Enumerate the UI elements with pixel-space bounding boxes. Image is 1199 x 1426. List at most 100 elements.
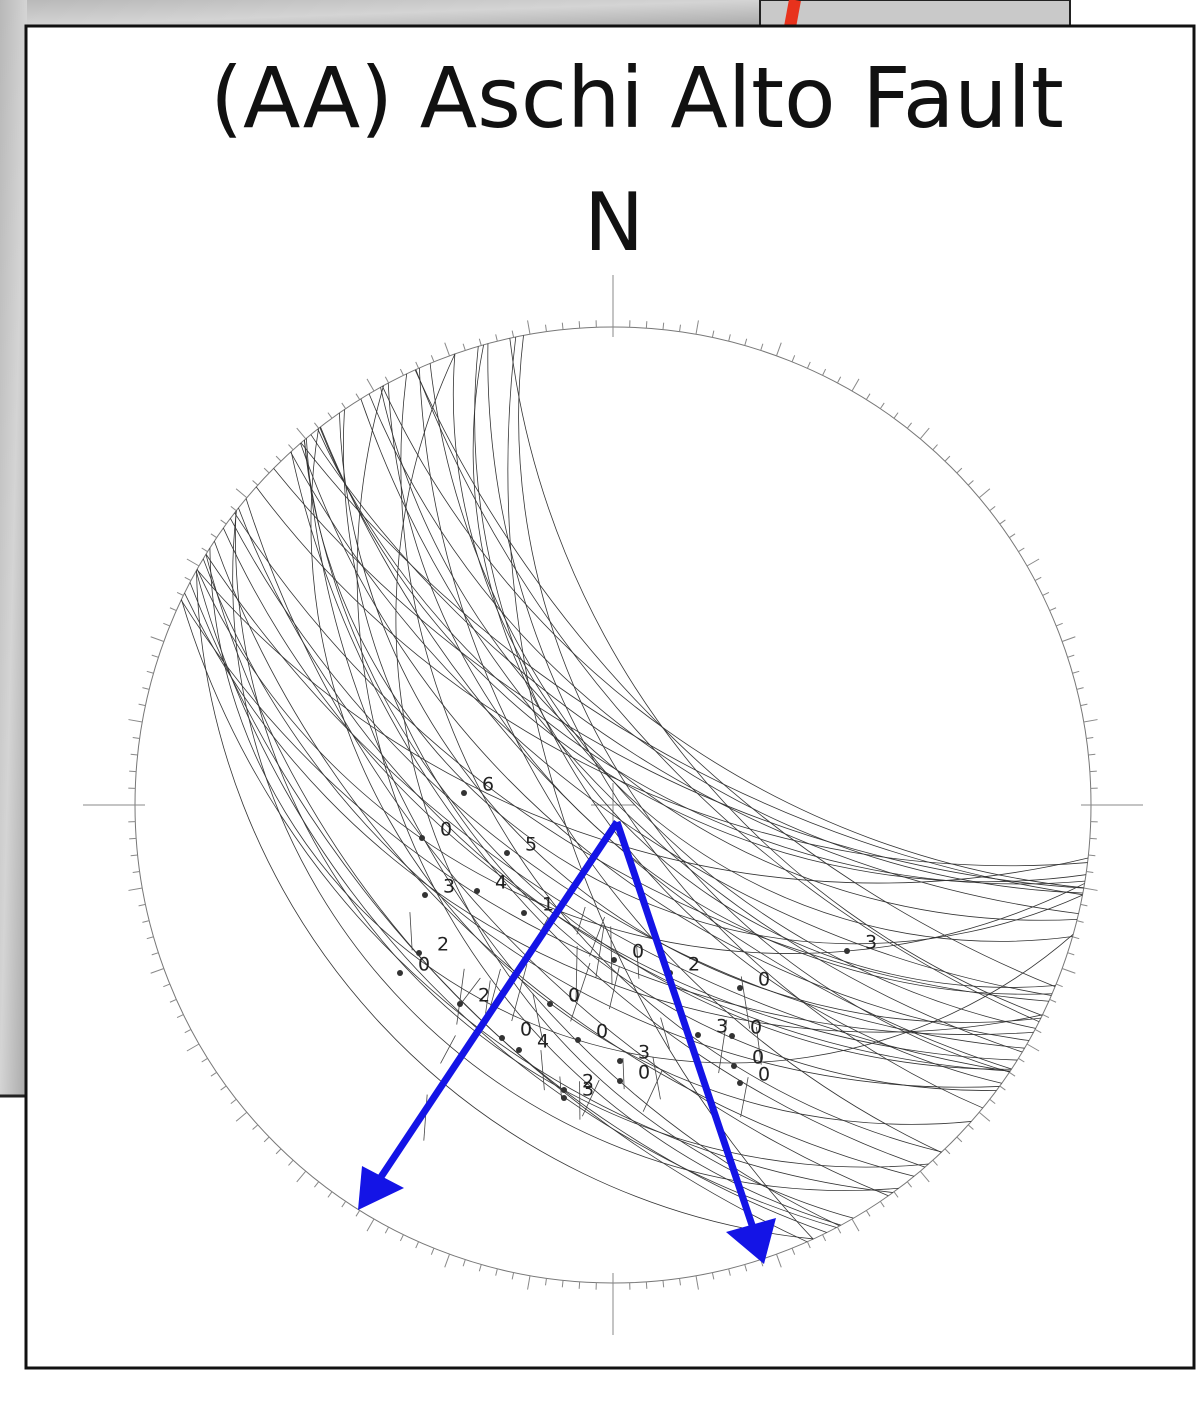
arrows [358, 820, 776, 1264]
great-circle [415, 369, 1040, 1023]
tick [495, 1268, 498, 1276]
striation [718, 1019, 728, 1074]
pole [561, 1087, 567, 1093]
great-circle [290, 451, 926, 1168]
great-circle [400, 373, 942, 1153]
tick [851, 378, 860, 392]
tick [275, 455, 282, 462]
pole [416, 950, 422, 956]
tick [728, 334, 731, 342]
tick [288, 1159, 294, 1166]
tick [355, 1210, 361, 1217]
tick [806, 1241, 811, 1249]
tick [151, 952, 159, 956]
tick [176, 1014, 184, 1019]
tick [744, 338, 748, 346]
striation [460, 977, 481, 1004]
tick [893, 412, 899, 419]
tick [1088, 854, 1096, 857]
pole [575, 1037, 581, 1043]
tick [366, 378, 375, 392]
pole-label: 0 [750, 1017, 762, 1039]
tick [760, 343, 764, 351]
striation [409, 912, 413, 951]
tick [1056, 983, 1063, 988]
pole-label: 5 [525, 834, 537, 856]
tick [138, 903, 146, 907]
tick [695, 1275, 699, 1290]
tick [1072, 670, 1080, 674]
great-circle [205, 554, 827, 1233]
arrow [613, 820, 761, 1242]
great-circle [356, 385, 842, 1226]
tick [851, 1218, 860, 1232]
tick [822, 1234, 827, 1242]
pole-label: 2 [582, 1071, 594, 1093]
north-label: N [584, 176, 644, 269]
tick [1026, 1043, 1040, 1052]
tick [879, 1201, 885, 1208]
tick [1034, 576, 1042, 582]
tick [1026, 558, 1040, 567]
striation [636, 946, 640, 979]
tick [906, 422, 912, 429]
striation [559, 1076, 562, 1099]
tick [495, 334, 498, 342]
great-circle [414, 369, 1056, 988]
pole [617, 1058, 623, 1064]
tick [1062, 968, 1076, 974]
tick [662, 322, 665, 330]
map-inset [759, 0, 1071, 28]
tick [263, 1136, 270, 1143]
tick [150, 636, 164, 642]
great-circle [320, 426, 1012, 1070]
tick [275, 1148, 282, 1155]
pole-label: 6 [482, 774, 494, 796]
pole-label: 0 [752, 1047, 764, 1069]
great-circle [180, 599, 1034, 1035]
great-circle [223, 527, 1018, 1061]
pole-label: 0 [758, 1064, 770, 1086]
great-circle [368, 393, 1083, 894]
pole [516, 1047, 522, 1053]
tick [327, 412, 333, 419]
tick [288, 444, 294, 451]
tick [235, 488, 248, 499]
tick [327, 1191, 333, 1198]
tick [341, 402, 347, 409]
striation [456, 968, 465, 1025]
pole [461, 790, 467, 796]
tick [230, 506, 237, 512]
tick [1049, 998, 1057, 1003]
tick [430, 1248, 435, 1255]
great-circle [518, 335, 1010, 1073]
great-circle [245, 498, 889, 1197]
tick [695, 320, 699, 335]
tick [967, 480, 974, 486]
tick [201, 1057, 208, 1063]
tick [399, 1234, 404, 1242]
tick [252, 480, 259, 486]
tick [184, 576, 192, 582]
tick [263, 467, 270, 474]
striation [440, 1035, 456, 1064]
pole-label: 0 [520, 1019, 532, 1041]
tick [210, 533, 217, 539]
pole [731, 1063, 737, 1069]
tick [999, 519, 1006, 525]
tick [679, 324, 681, 332]
tick [511, 1272, 515, 1280]
tick [252, 1124, 259, 1130]
tick [399, 368, 404, 376]
tick [235, 1111, 248, 1122]
pole [547, 1001, 553, 1007]
pole [695, 1032, 701, 1038]
great-circle [235, 511, 929, 1168]
tick [545, 324, 547, 332]
pole [397, 970, 403, 976]
tick [879, 402, 885, 409]
pole-label: 0 [418, 954, 430, 976]
great-circle [202, 558, 1000, 1088]
striation [642, 1070, 663, 1112]
great-circle [290, 451, 1052, 996]
